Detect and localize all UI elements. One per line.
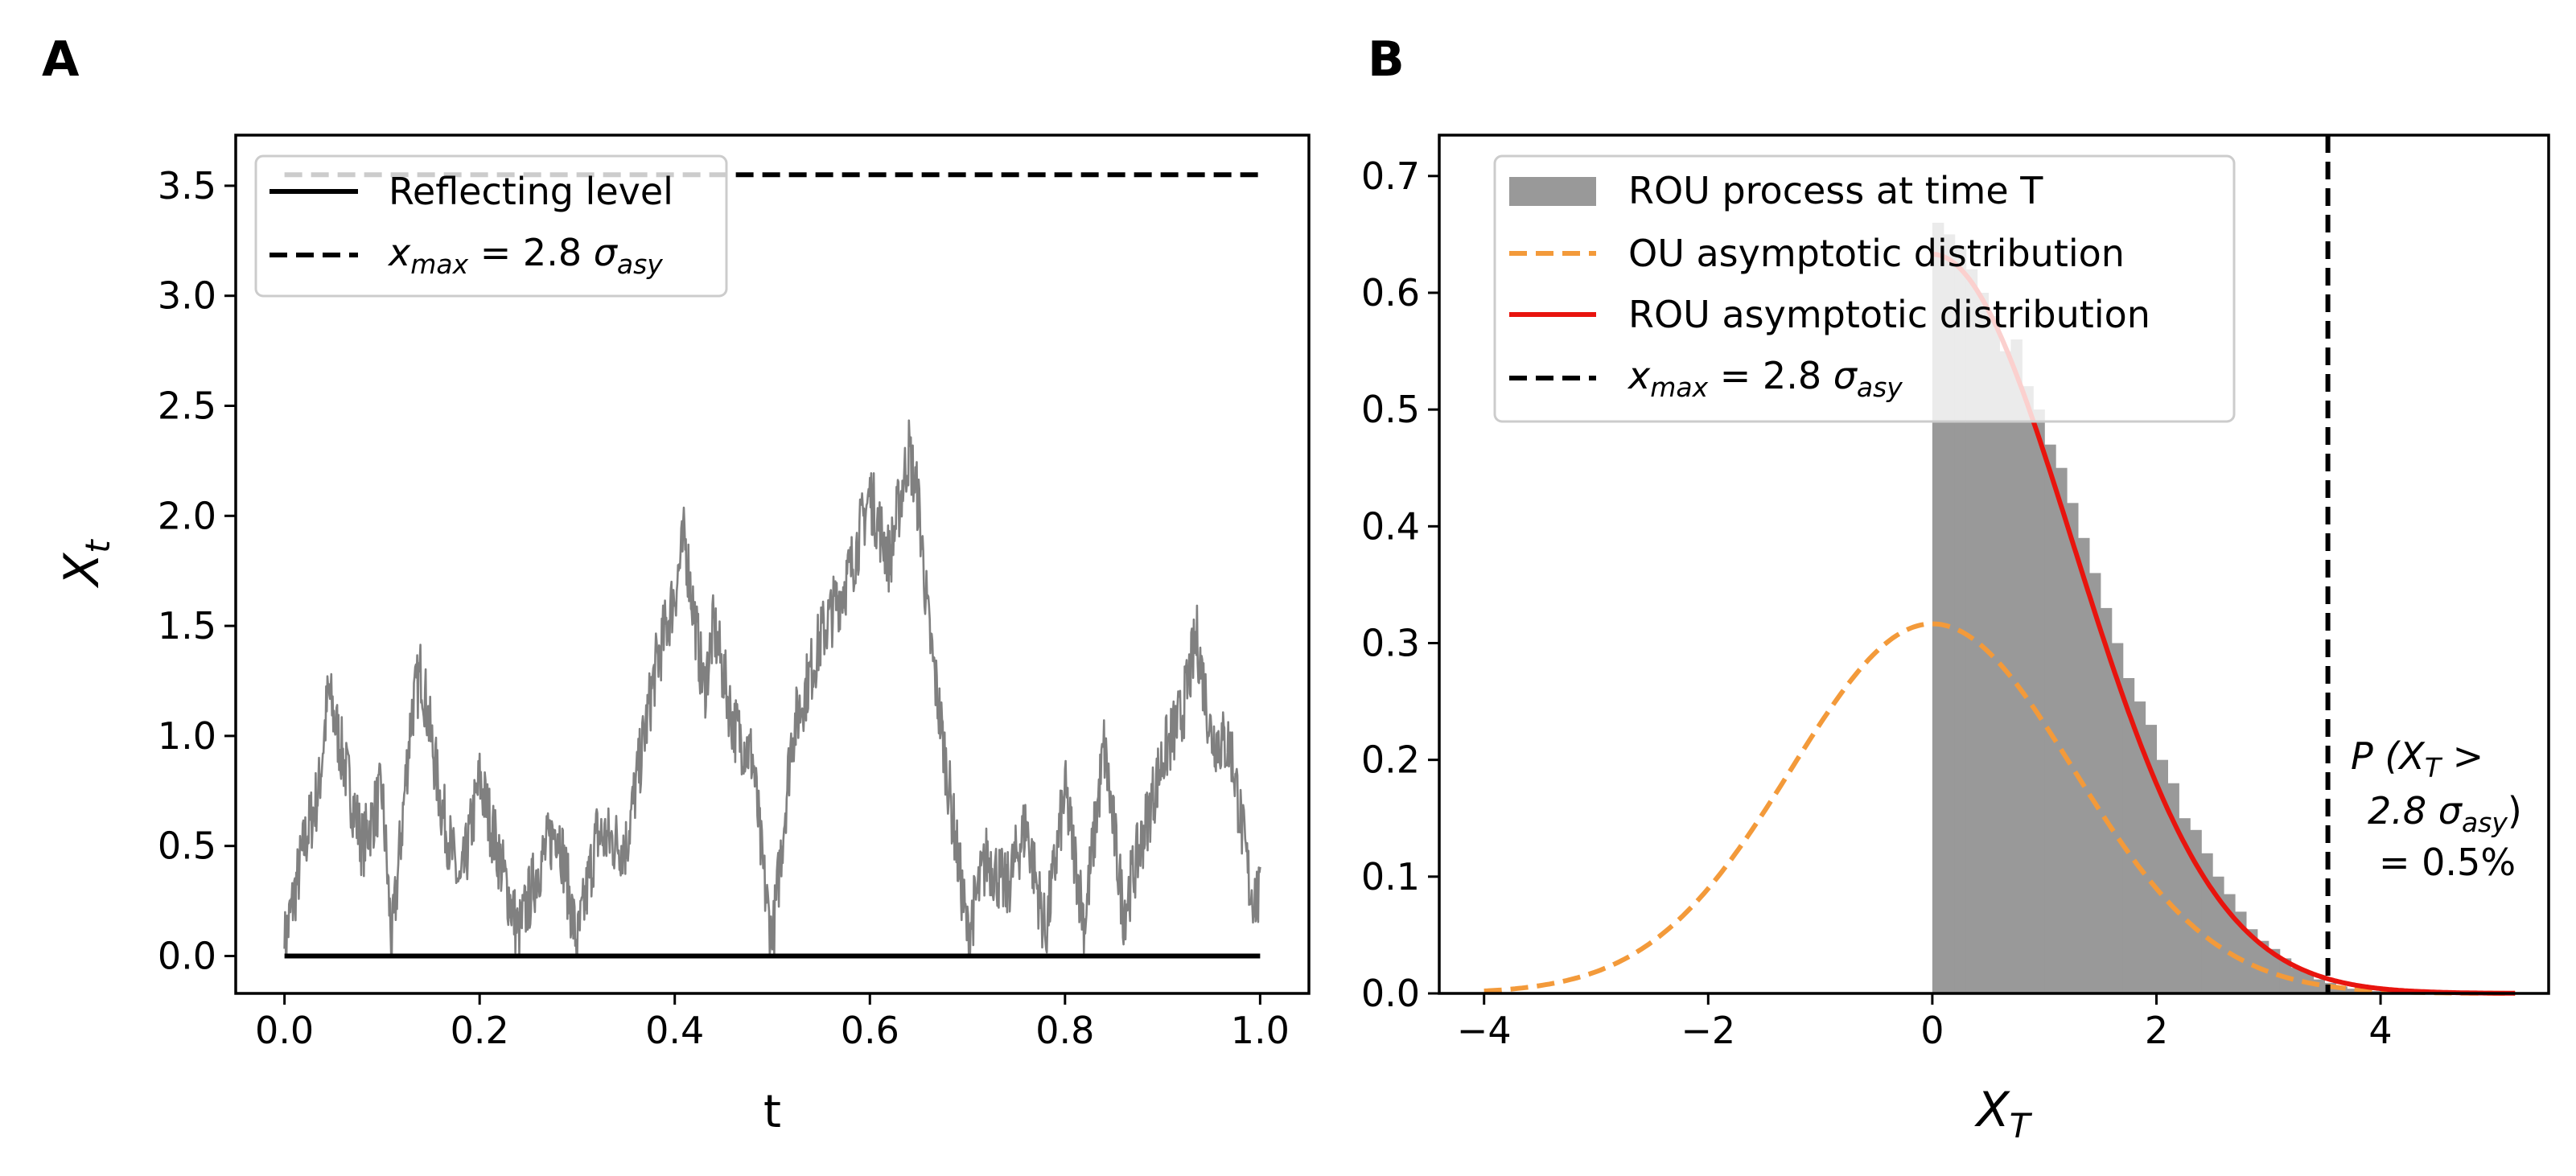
chart-b-legend-label-histogram: ROU process at time T bbox=[1628, 169, 2043, 212]
chart-b-y-tick-label: 0.1 bbox=[1361, 855, 1420, 898]
chart-a-y-tick-label: 1.5 bbox=[158, 604, 216, 648]
chart-a-y-tick-label: 3.0 bbox=[158, 274, 216, 318]
chart-a-x-label: t bbox=[763, 1086, 781, 1138]
chart-b-x-label: XT bbox=[1974, 1082, 2033, 1145]
chart-b-histogram-bar bbox=[1965, 269, 1978, 993]
chart-a-x-tick-label: 0.6 bbox=[841, 1009, 899, 1052]
chart-b-x-tick-label: 0 bbox=[1920, 1009, 1944, 1052]
chart-a-x-tick-label: 0.8 bbox=[1035, 1009, 1094, 1052]
chart-b-histogram-bar bbox=[2235, 911, 2247, 993]
chart-b-histogram-bar bbox=[2044, 444, 2056, 993]
chart-b-histogram-bar bbox=[1943, 234, 1956, 993]
chart-b-histogram-bar bbox=[2167, 783, 2179, 993]
chart-b-histogram-bar bbox=[1977, 293, 1990, 993]
chart-b-legend-label-xmax: xmax = 2.8 σasy bbox=[1627, 354, 1903, 403]
chart-b-y-tick-label: 0.7 bbox=[1361, 154, 1420, 198]
chart-b-ou-curve bbox=[1483, 621, 2516, 996]
chart-b-y-tick-label: 0.5 bbox=[1361, 388, 1420, 431]
chart-b-histogram-bar bbox=[2067, 503, 2079, 993]
chart-b-x-axis: −4 −2 0 2 4 bbox=[1457, 993, 2393, 1052]
chart-b-annotation-line1: P (XT > bbox=[2351, 734, 2483, 783]
chart-b-x-tick-label: 2 bbox=[2145, 1009, 2168, 1052]
chart-a-path-line bbox=[283, 419, 1261, 957]
chart-b-y-tick-label: 0.2 bbox=[1361, 738, 1420, 782]
chart-a-x-axis: 0.0 0.2 0.4 0.6 0.8 1.0 bbox=[255, 993, 1290, 1052]
chart-b-legend: ROU process at time T OU asymptotic dist… bbox=[1493, 154, 2236, 423]
chart-b: −4 −2 0 2 4 0.0 0.1 0.2 0.3 0.4 0.5 0.6 0.7 XT P (X… bbox=[1361, 134, 2550, 1145]
chart-b-histogram-bar bbox=[2122, 678, 2135, 993]
chart-a-legend-box bbox=[254, 154, 728, 298]
chart-b-y-axis: 0.0 0.1 0.2 0.3 0.4 0.5 0.6 0.7 bbox=[1361, 154, 1439, 1015]
chart-b-histogram-bar bbox=[2010, 339, 2023, 993]
chart-b-y-tick-label: 0.3 bbox=[1361, 621, 1420, 664]
chart-b-x-tick-label: −2 bbox=[1681, 1009, 1735, 1052]
chart-a-frame bbox=[234, 134, 1311, 995]
chart-b-x-tick-label: −4 bbox=[1457, 1009, 1512, 1052]
chart-b-histogram-bar bbox=[2100, 607, 2113, 993]
chart-b-legend-box bbox=[1493, 154, 2236, 423]
chart-a-y-label: Xt bbox=[54, 539, 117, 589]
chart-a-legend-label-xmax: xmax = 2.8 σasy bbox=[387, 231, 663, 280]
chart-b-histogram-bar bbox=[2290, 968, 2303, 993]
chart-b-histogram-bar bbox=[2111, 643, 2124, 993]
chart-a-y-axis: 0.0 0.5 1.0 1.5 2.0 2.5 3.0 3.5 bbox=[158, 164, 236, 977]
chart-a: 0.0 0.2 0.4 0.6 0.8 1.0 0.0 0.5 1.0 1.5 2.0 2.5 3.0… bbox=[54, 134, 1311, 1138]
chart-a-x-tick-label: 1.0 bbox=[1231, 1009, 1290, 1052]
chart-b-y-tick-label: 0.0 bbox=[1361, 972, 1420, 1015]
chart-a-y-tick-label: 0.5 bbox=[158, 824, 216, 868]
chart-b-histogram-bar bbox=[2245, 929, 2258, 993]
chart-b-legend-label-rou: ROU asymptotic distribution bbox=[1628, 293, 2150, 336]
chart-b-histogram-bar bbox=[2078, 537, 2090, 993]
chart-b-histogram-bar bbox=[2268, 948, 2281, 993]
chart-b-annotation: P (XT > 2.8 σasy) = 0.5% bbox=[2351, 734, 2522, 884]
chart-b-legend-label-ou: OU asymptotic distribution bbox=[1628, 232, 2125, 275]
chart-b-histogram-bar bbox=[2145, 725, 2157, 993]
chart-a-y-tick-label: 2.0 bbox=[158, 494, 216, 537]
chart-b-histogram-bar bbox=[2033, 409, 2045, 994]
chart-a-legend: Reflecting level xmax = 2.8 σasy bbox=[254, 154, 728, 298]
chart-b-y-tick-label: 0.4 bbox=[1361, 504, 1420, 548]
chart-b-histogram-bar bbox=[2156, 759, 2168, 993]
chart-b-histogram-bar bbox=[2179, 818, 2191, 993]
chart-a-y-tick-label: 0.0 bbox=[158, 934, 216, 977]
chart-b-histogram-bar bbox=[2347, 989, 2359, 993]
panel-label-a: A bbox=[42, 31, 80, 88]
chart-b-histogram-bar bbox=[2022, 386, 2034, 994]
chart-b-x-tick-label: 4 bbox=[2368, 1009, 2392, 1052]
chart-b-annotation-line3: = 0.5% bbox=[2379, 841, 2516, 884]
panel-label-b: B bbox=[1368, 31, 1405, 88]
chart-a-y-tick-label: 2.5 bbox=[158, 384, 216, 428]
svg-text:Xt: Xt bbox=[54, 539, 117, 589]
chart-b-histogram-bar bbox=[2055, 467, 2068, 993]
chart-a-y-tick-label: 3.5 bbox=[158, 164, 216, 208]
chart-a-legend-label-reflecting: Reflecting level bbox=[389, 170, 673, 213]
chart-b-histogram-bar bbox=[2088, 573, 2101, 993]
chart-b-legend-swatch-histogram bbox=[1509, 177, 1596, 206]
chart-a-x-tick-label: 0.0 bbox=[255, 1009, 314, 1052]
chart-b-y-tick-label: 0.6 bbox=[1361, 271, 1420, 315]
chart-b-annotation-line2: 2.8 σasy) bbox=[2368, 789, 2522, 838]
chart-b-histogram-bar bbox=[2134, 701, 2146, 993]
chart-a-y-tick-label: 1.0 bbox=[158, 714, 216, 758]
chart-a-x-tick-label: 0.2 bbox=[451, 1009, 509, 1052]
chart-b-frame bbox=[1438, 134, 2550, 995]
chart-a-x-tick-label: 0.4 bbox=[645, 1009, 704, 1052]
chart-b-histogram-bar bbox=[1954, 245, 1967, 993]
